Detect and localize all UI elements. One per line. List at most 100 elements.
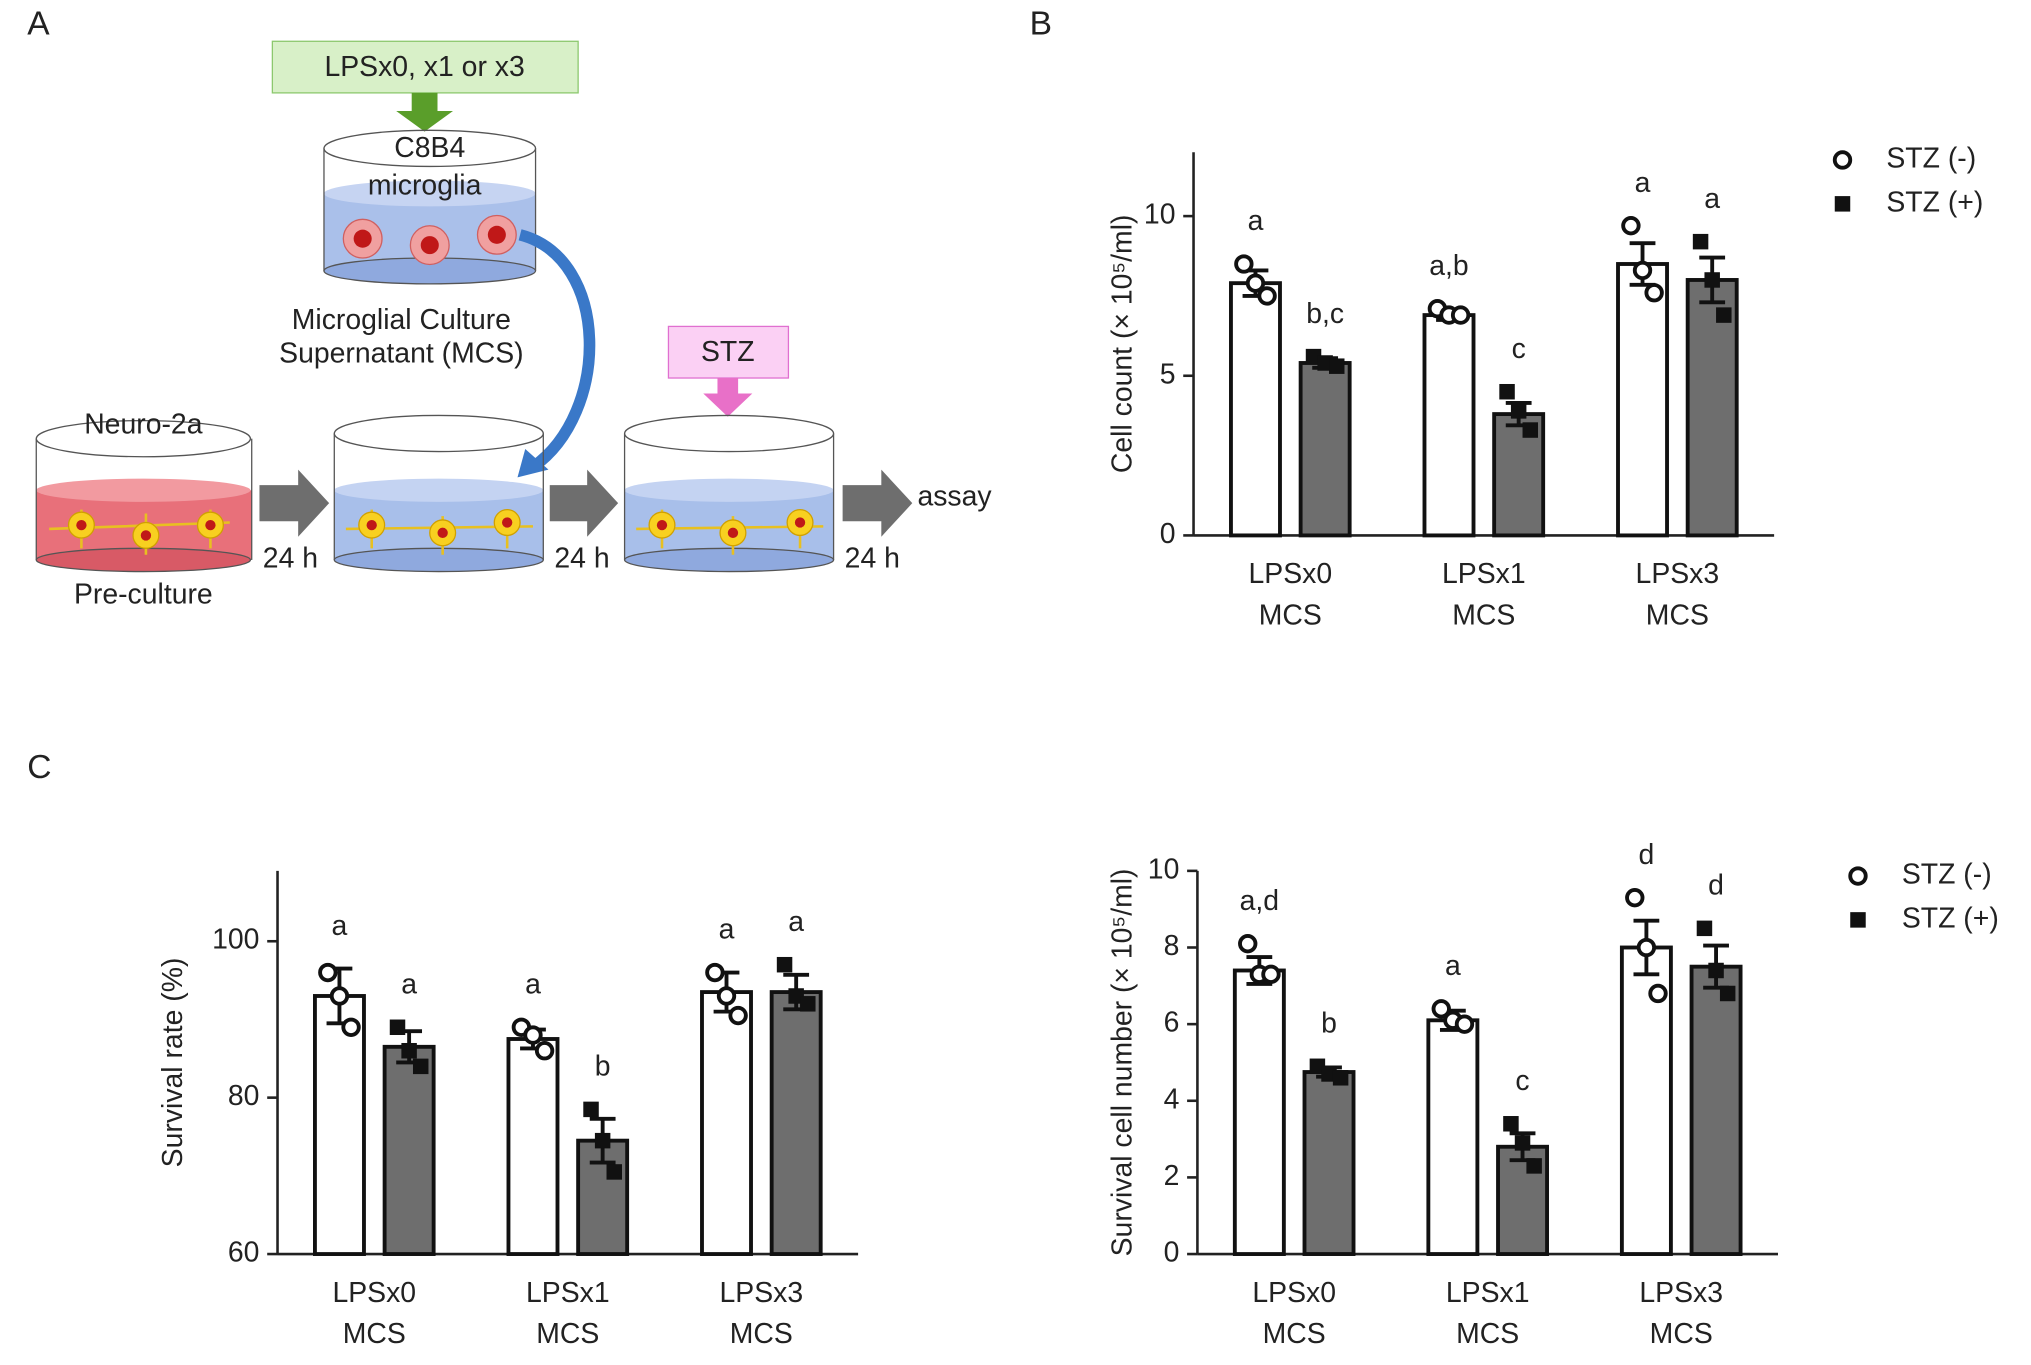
annotation: a <box>1635 167 1651 199</box>
y-tick-label: 6 <box>1164 1007 1180 1039</box>
point <box>329 986 350 1006</box>
legend-marker <box>1832 150 1853 170</box>
legend-marker <box>1850 912 1866 928</box>
annotation: d <box>1708 870 1724 902</box>
point <box>523 1025 543 1045</box>
neuro-text: Neuro-2a <box>84 408 203 440</box>
x-tick-label-box: LPSx3 MCS <box>720 1276 804 1350</box>
microglia-text: C8B4 <box>394 132 465 164</box>
annotation: a,d <box>1240 885 1279 917</box>
neuron-nuclei <box>76 517 806 541</box>
annotation: c <box>1515 1065 1529 1097</box>
point <box>1257 286 1277 306</box>
point <box>1632 260 1653 281</box>
point <box>776 956 793 973</box>
legend-marker <box>1834 196 1851 212</box>
y-tick-label: 80 <box>228 1080 260 1112</box>
point <box>389 1019 406 1036</box>
point <box>1454 1014 1475 1034</box>
panel-label: C <box>27 749 51 786</box>
panel-label: B <box>1030 6 1052 43</box>
annotation: a <box>401 968 417 1000</box>
bar <box>1229 281 1282 538</box>
x-tick-label-box: LPSx0 MCS <box>1252 1276 1336 1350</box>
point <box>1644 283 1664 303</box>
time-label: 24 h <box>845 542 900 574</box>
bar <box>769 990 823 1256</box>
point <box>1245 273 1266 293</box>
microglia-text: microglia <box>368 170 482 202</box>
point <box>594 1132 611 1149</box>
x-tick-label-box: LPSx3 MCS <box>1639 1276 1723 1350</box>
point <box>1234 254 1254 274</box>
y-tick-label: 8 <box>1164 930 1180 962</box>
point <box>1522 422 1539 438</box>
bar <box>1689 964 1743 1256</box>
annotation: a <box>525 968 541 1000</box>
point <box>1625 888 1645 908</box>
bar <box>1232 968 1286 1256</box>
point <box>1238 933 1258 954</box>
legend-marker <box>1848 866 1868 886</box>
legend-label: STZ (+) <box>1902 902 1999 934</box>
bar <box>1616 262 1669 538</box>
point <box>1526 1158 1542 1174</box>
bar <box>1422 313 1476 538</box>
point <box>1696 920 1713 937</box>
panel-a-diagram: LPSx0, x1 or x3 C8B4 microglia Microglia… <box>35 40 992 611</box>
annotation: a <box>788 906 804 938</box>
legend-label: STZ (-) <box>1902 859 1992 891</box>
y-tick-label: 5 <box>1160 358 1176 390</box>
y-tick-label: 4 <box>1164 1083 1180 1115</box>
bar <box>700 990 753 1256</box>
bar <box>506 1037 560 1256</box>
point <box>1431 999 1451 1019</box>
neuron-bodies <box>67 508 814 549</box>
x-tick-label: LPSx0 MCS <box>332 1275 417 1350</box>
point <box>412 1058 429 1075</box>
bar <box>313 994 366 1256</box>
legend-label: STZ (-) <box>1886 142 1976 174</box>
mcs-text: Microglial Culture <box>292 304 511 336</box>
arrow <box>396 92 453 132</box>
point <box>1708 962 1724 979</box>
point <box>1329 358 1345 374</box>
y-tick-label: 10 <box>1148 853 1180 885</box>
nuclei <box>353 225 506 255</box>
legend-label: STZ (+) <box>1886 186 1983 218</box>
annotation: a <box>1704 183 1720 215</box>
y-tick-label: 10 <box>1144 199 1176 231</box>
time-label: 24 h <box>554 542 609 574</box>
point <box>716 986 737 1006</box>
annotation: a <box>1248 205 1264 237</box>
annotation: b <box>1321 1008 1337 1040</box>
arrow-head <box>517 448 549 478</box>
point <box>534 1041 555 1061</box>
lps-box <box>271 40 579 94</box>
x-tick-label-box: LPSx3 MCS <box>1636 557 1720 631</box>
bar <box>1298 361 1352 538</box>
y-tick-label: 0 <box>1164 1237 1180 1269</box>
point <box>1621 216 1641 236</box>
point <box>1514 1135 1531 1151</box>
x-tick-label: LPSx0 MCS <box>1248 557 1333 631</box>
point <box>606 1164 622 1180</box>
x-tick-label: LPSx1 MCS <box>1442 557 1526 631</box>
x-tick-label-box: LPSx0 MCS <box>332 1275 417 1350</box>
culture-dish <box>623 414 835 573</box>
point <box>1719 985 1736 1002</box>
annotation: a <box>332 910 348 942</box>
assay-text: assay <box>917 481 992 513</box>
point <box>1450 305 1471 325</box>
point <box>705 962 725 983</box>
bar <box>382 1044 436 1256</box>
annotation: a,b <box>1429 250 1468 282</box>
y-tick-label: 60 <box>228 1237 260 1269</box>
point <box>1704 272 1720 288</box>
x-tick-label-box: LPSx0 MCS <box>1248 557 1333 631</box>
neuro-dish <box>35 419 253 573</box>
point <box>1636 937 1657 958</box>
annotation: a <box>1445 950 1461 982</box>
transfer-arrow <box>518 229 596 472</box>
x-tick-label: LPSx1 MCS <box>525 1275 610 1350</box>
